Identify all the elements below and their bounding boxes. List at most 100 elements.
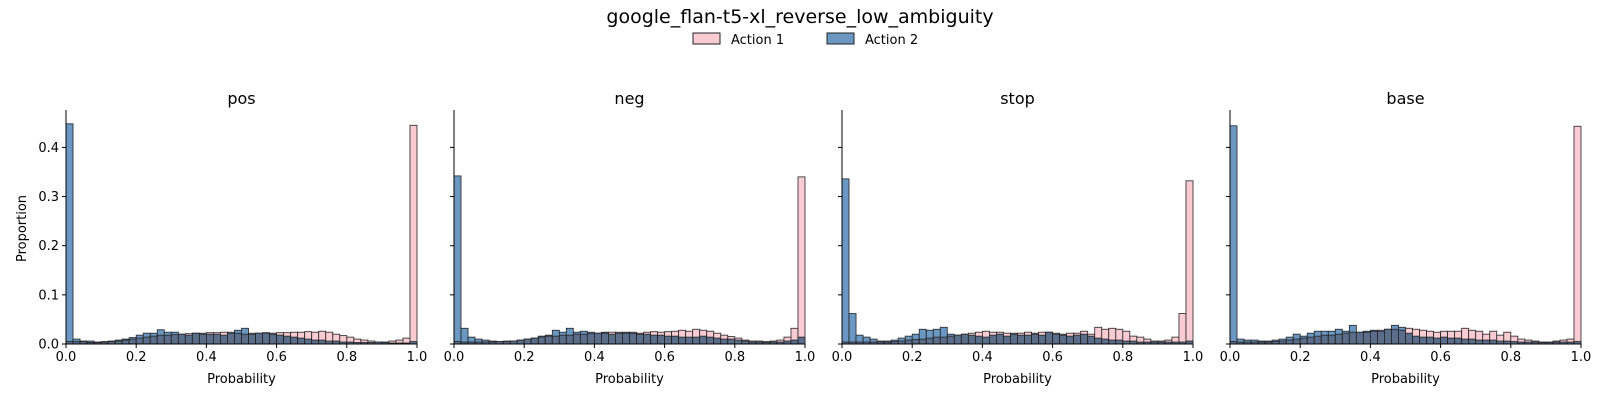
panel-stop: stop 0.0 0.2 0.4 0.6 0.8 1.0 Probability (832, 89, 1204, 387)
bar-overlap (1489, 339, 1498, 345)
bar-overlap (643, 333, 651, 345)
bar-overlap (276, 334, 285, 345)
bar-overlap (918, 338, 927, 345)
bar-overlap (142, 336, 151, 345)
bar-overlap (1461, 338, 1470, 345)
panel-title: neg (614, 89, 644, 108)
bar-overlap (1038, 334, 1046, 345)
bar-overlap (685, 336, 694, 345)
bar-overlap (664, 335, 673, 345)
x-tick-label: 0.4 (1360, 350, 1381, 365)
bar-overlap (1348, 331, 1357, 345)
bar-overlap (1087, 335, 1096, 345)
bar-overlap (678, 336, 687, 345)
x-tick-label: 0.4 (972, 350, 993, 365)
bar-overlap (198, 333, 207, 345)
legend-swatch-action-1 (692, 32, 721, 45)
bar-overlap (1391, 328, 1399, 345)
bar-action-2 (65, 123, 74, 345)
bar-overlap (213, 333, 221, 345)
bar-action-2 (841, 178, 850, 345)
bar-overlap (1405, 332, 1413, 345)
bar-overlap (1292, 338, 1301, 345)
x-tick-label: 0.8 (1500, 350, 1521, 365)
bar-overlap (1362, 331, 1371, 345)
bar-overlap (629, 332, 637, 345)
bar-action-1 (1185, 180, 1194, 345)
bar-overlap (121, 339, 130, 345)
bar-overlap (989, 334, 997, 345)
bar-overlap (1066, 335, 1075, 345)
bar-overlap (177, 333, 186, 345)
bar-overlap (1482, 339, 1491, 345)
bar-overlap (1115, 339, 1124, 345)
legend-label-action-2: Action 2 (865, 33, 918, 48)
x-tick-label: 0.6 (266, 350, 287, 365)
bar-overlap (996, 333, 1004, 345)
bar-overlap (551, 335, 560, 345)
bar-overlap (650, 334, 658, 345)
x-tick-label: 0.0 (1220, 350, 1241, 365)
bar-overlap (1468, 338, 1477, 345)
bar-overlap (790, 339, 799, 345)
bar-overlap (932, 336, 941, 345)
bar-overlap (1419, 336, 1427, 345)
bar-overlap (191, 332, 200, 345)
bar-overlap (1003, 335, 1011, 345)
bar-overlap (953, 334, 962, 345)
bar-overlap (1059, 334, 1068, 345)
bar-overlap (1306, 336, 1315, 345)
panel-title: stop (1000, 89, 1035, 108)
bar-overlap (1412, 335, 1420, 345)
bar-action-1 (409, 124, 418, 345)
x-tick-label: 0.8 (1112, 350, 1133, 365)
bar-overlap (523, 338, 532, 345)
bar-overlap (960, 333, 969, 345)
bar-overlap (311, 339, 320, 345)
bar-overlap (608, 333, 616, 345)
y-tick-label: 0.2 (38, 239, 59, 254)
panel-pos: pos 0.0 0.1 0.2 0.3 0.4 0.0 0.2 0.4 0.6 0.8 1.0 Prob… (15, 89, 427, 387)
x-tick-label: 0.4 (584, 350, 605, 365)
figure-title: google_flan-t5-xl_reverse_low_ambiguity (606, 6, 993, 28)
y-tick-label: 0.4 (38, 141, 59, 156)
bar-action-2 (453, 175, 462, 345)
x-tick-label: 0.2 (902, 350, 923, 365)
x-tick-label: 0.8 (336, 350, 357, 365)
bar-overlap (558, 334, 567, 345)
bar-overlap (1313, 335, 1322, 345)
x-tick-label: 0.4 (196, 350, 217, 365)
bar-overlap (1094, 337, 1103, 345)
bar-overlap (205, 333, 214, 345)
x-tick-label: 0.0 (832, 350, 853, 365)
bar-overlap (967, 334, 976, 345)
bar-overlap (128, 338, 137, 345)
bar-overlap (671, 335, 680, 345)
bar-overlap (1475, 339, 1484, 345)
bar-overlap (572, 333, 581, 345)
bar-overlap (1370, 330, 1378, 345)
y-tick-label: 0.1 (38, 288, 59, 303)
y-axis-label: Proportion (15, 195, 30, 262)
bar-overlap (262, 332, 270, 345)
bar-overlap (297, 337, 306, 345)
x-tick-label: 1.0 (1571, 350, 1592, 365)
bar-overlap (234, 332, 242, 345)
bar-overlap (601, 332, 609, 345)
bar-overlap (170, 334, 179, 345)
bar-overlap (1433, 337, 1441, 345)
panel-base: base 0.0 0.2 0.4 0.6 0.8 1.0 Probability (1220, 89, 1592, 387)
bar-overlap (1454, 337, 1463, 345)
x-tick-label: 1.0 (407, 350, 428, 365)
bar-overlap (255, 332, 263, 345)
bar-overlap (939, 336, 948, 345)
bar-overlap (586, 333, 595, 345)
bar-overlap (318, 339, 327, 345)
bar-overlap (1080, 333, 1089, 345)
legend-swatch-action-2 (826, 32, 855, 45)
x-tick-label: 0.6 (1042, 350, 1063, 365)
bar-overlap (1384, 328, 1392, 345)
bar-overlap (982, 336, 990, 345)
panel-neg: neg 0.0 0.2 0.4 0.6 0.8 1.0 Probability (444, 89, 816, 387)
